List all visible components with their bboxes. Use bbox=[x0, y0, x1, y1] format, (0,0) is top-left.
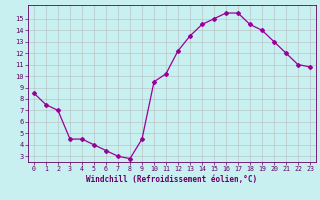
X-axis label: Windchill (Refroidissement éolien,°C): Windchill (Refroidissement éolien,°C) bbox=[86, 175, 258, 184]
